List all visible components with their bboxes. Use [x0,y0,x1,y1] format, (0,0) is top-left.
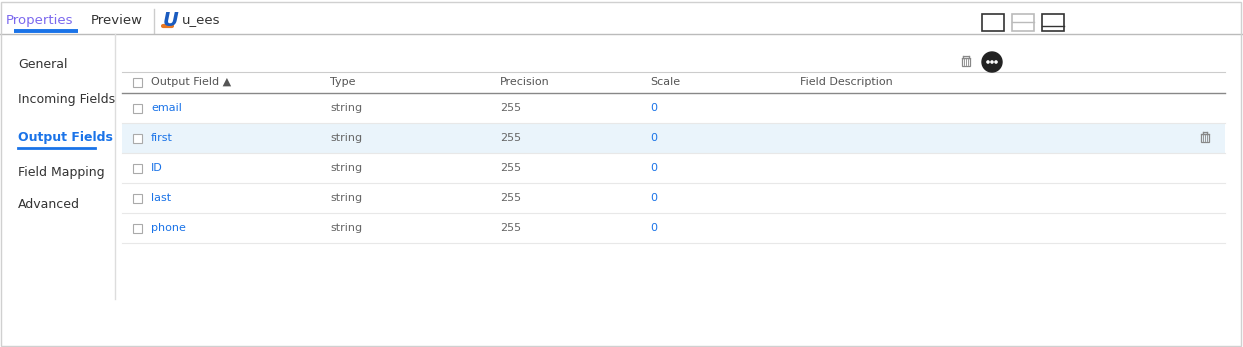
Text: string: string [329,163,362,173]
Text: string: string [329,193,362,203]
Bar [982,14,1004,31]
Text: phone: phone [150,223,186,233]
Text: 0: 0 [650,163,658,173]
Text: Output Field ▲: Output Field ▲ [150,77,231,87]
Text: Field Mapping: Field Mapping [17,166,104,178]
Text: 255: 255 [500,133,521,143]
Text: 255: 255 [500,193,521,203]
Text: General: General [17,58,67,70]
Bar [1042,14,1064,31]
Text: Properties: Properties [6,14,73,26]
Bar [122,153,1226,183]
Text: Type: Type [329,77,355,87]
Bar [133,77,143,86]
Text: Field Description: Field Description [800,77,892,87]
Bar [122,213,1226,243]
Bar [122,123,1226,153]
Circle shape [991,61,993,63]
Bar [1201,134,1209,142]
Text: last: last [150,193,172,203]
Text: 0: 0 [650,223,658,233]
Bar [133,194,143,203]
Text: string: string [329,103,362,113]
Circle shape [994,61,997,63]
Text: 255: 255 [500,223,521,233]
Bar [962,58,971,66]
Bar [1012,14,1034,31]
Text: Advanced: Advanced [17,197,80,211]
Text: Scale: Scale [650,77,680,87]
Text: 0: 0 [650,133,658,143]
Circle shape [982,52,1002,72]
Bar [133,134,143,143]
Text: U: U [163,10,179,29]
Text: string: string [329,133,362,143]
Text: 255: 255 [500,103,521,113]
Bar [133,163,143,172]
Text: email: email [150,103,181,113]
Text: Incoming Fields: Incoming Fields [17,93,116,105]
Bar [133,103,143,112]
Bar [133,223,143,232]
Circle shape [987,61,989,63]
Text: 255: 255 [500,163,521,173]
Text: Precision: Precision [500,77,549,87]
Text: 0: 0 [650,193,658,203]
Text: u_ees: u_ees [181,14,220,26]
Text: Preview: Preview [91,14,143,26]
Text: ID: ID [150,163,163,173]
Bar [122,93,1226,123]
Bar [122,183,1226,213]
Text: string: string [329,223,362,233]
Text: Output Fields: Output Fields [17,130,113,144]
Text: first: first [150,133,173,143]
Text: 0: 0 [650,103,658,113]
